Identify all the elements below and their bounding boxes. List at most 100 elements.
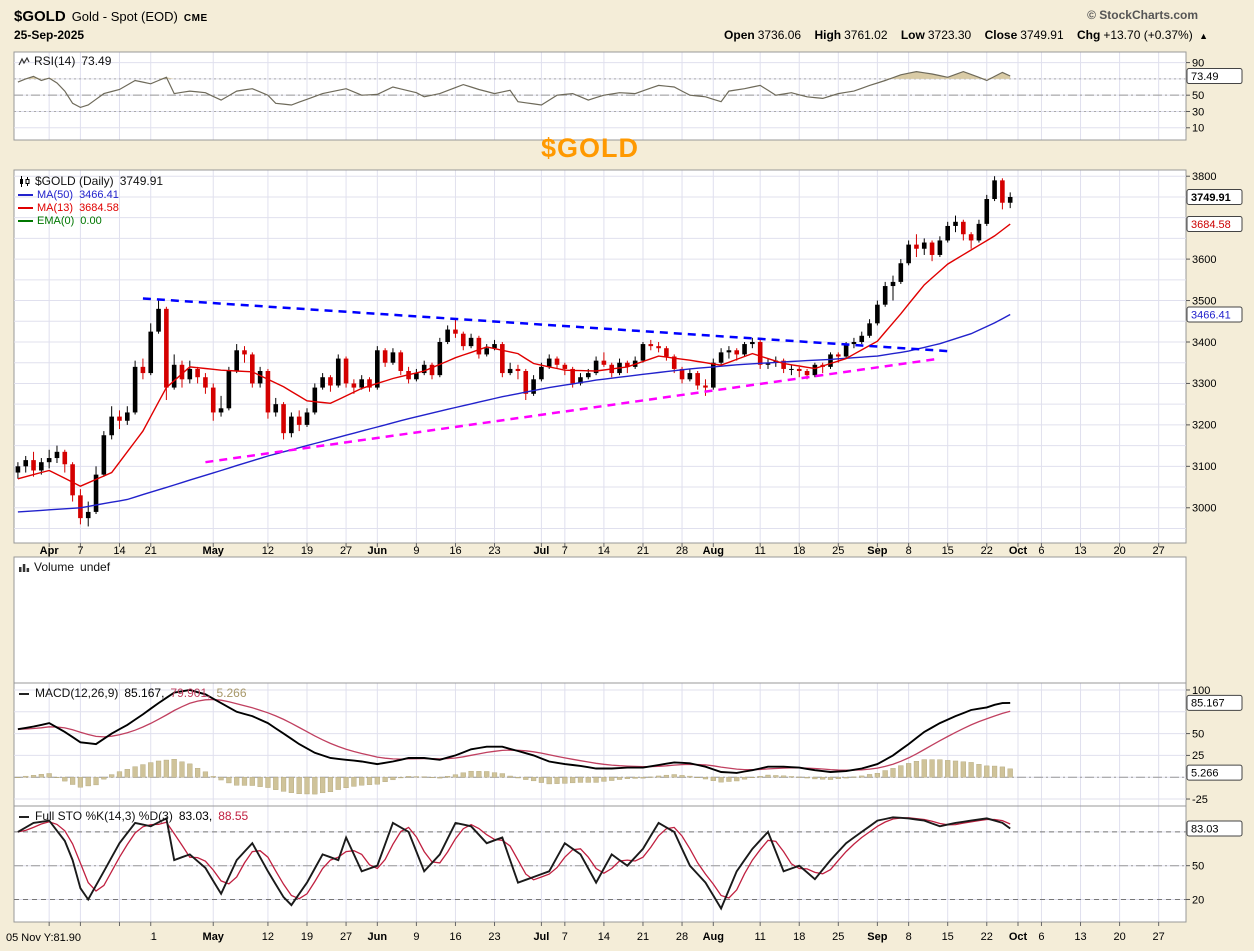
volume-legend: Volume undef: [18, 560, 110, 574]
macd-histogram-bar: [343, 777, 349, 789]
candle-body: [750, 341, 755, 345]
x-axis-label: Jul: [533, 545, 549, 557]
macd-histogram-bar: [93, 777, 99, 786]
value-label-box: [1186, 68, 1243, 85]
x-axis-label: Oct: [1009, 545, 1028, 557]
macd-histogram-bar: [280, 777, 287, 792]
macd-histogram-bar: [437, 777, 443, 779]
candle-body: [132, 366, 138, 413]
trendline: [142, 297, 948, 353]
rsi-line: [17, 70, 1011, 109]
bar-chart-icon: [18, 562, 30, 573]
candle-body: [648, 344, 654, 347]
macd-histogram-bar: [234, 777, 240, 786]
macd-histogram-bar: [898, 765, 904, 778]
candle-body: [195, 368, 200, 378]
candle-body: [851, 341, 857, 345]
candle-body: [687, 373, 693, 380]
candle-body: [789, 368, 794, 370]
macd-legend-title: MACD(12,26,9): [35, 686, 119, 700]
x-axis-label: 28: [676, 545, 688, 557]
sto-value-1: 83.03,: [178, 809, 213, 823]
candle-body: [718, 352, 724, 363]
ma50-line-swatch: [18, 194, 33, 196]
macd-histogram-bar: [546, 777, 552, 785]
axis-label: 50: [1192, 728, 1204, 740]
candle-body: [961, 221, 966, 235]
macd-histogram-bar: [679, 775, 685, 778]
macd-series: [15, 689, 1013, 795]
macd-histogram-bar: [945, 760, 951, 778]
macd-histogram-bar: [695, 777, 701, 778]
x-axis-label: 22: [981, 545, 993, 557]
candle-body: [335, 358, 341, 386]
sto-legend-title: Full STO %K(14,3) %D(3): [35, 809, 173, 823]
macd-histogram-bar: [921, 759, 927, 778]
candle-body: [179, 364, 185, 380]
value-label-box: [1186, 216, 1243, 233]
candle-body: [757, 341, 763, 365]
candle-body: [539, 366, 544, 380]
candle-body: [414, 373, 419, 380]
macd-histogram-bar: [195, 768, 201, 778]
candle-body: [968, 234, 974, 241]
candle-body: [226, 371, 232, 409]
candle-body: [218, 408, 224, 413]
candle-body: [460, 333, 466, 347]
macd-histogram-bar: [148, 762, 154, 778]
candle-body: [398, 352, 404, 372]
candle-body: [843, 344, 849, 357]
candle-body: [492, 344, 497, 349]
macd-histogram-bar: [781, 775, 787, 778]
x-axis-label-bottom: 27: [340, 931, 352, 943]
x-axis-label-bottom: Sep: [867, 931, 887, 943]
candle-body: [421, 364, 427, 374]
volume-legend-title: Volume: [34, 560, 75, 574]
candle-body: [500, 344, 505, 374]
candle-body: [929, 242, 935, 255]
candlestick-icon: [18, 175, 31, 188]
macd-histogram-bar: [718, 777, 724, 783]
x-axis-label: Sep: [867, 545, 887, 557]
price-ma50-legend: MA(50) 3466.41: [18, 189, 119, 201]
candle-body: [671, 356, 677, 369]
axis-label: 100: [1192, 685, 1210, 697]
x-axis-label-bottom: Jul: [533, 931, 549, 943]
ma-line-MA(13): [17, 223, 1011, 487]
x-axis-label: 14: [113, 545, 125, 557]
candle-body: [281, 404, 286, 434]
rsi-legend-value: 73.49: [81, 54, 112, 68]
x-axis-labels: AprApr7714142121MayMay121219192727JunJun…: [40, 543, 1165, 943]
candle-body: [695, 373, 700, 386]
chart-header-title: $GOLD Gold - Spot (EOD) CME: [14, 8, 208, 26]
macd-histogram-bar: [906, 763, 912, 778]
value-label-box: [1186, 764, 1243, 781]
line-chart-icon: [18, 56, 30, 67]
x-axis-label-bottom: 14: [598, 931, 610, 943]
value-label-box: [1186, 306, 1243, 323]
candles-layer: [15, 176, 1013, 527]
value-label-box: [1186, 694, 1243, 711]
sto-legend: Full STO %K(14,3) %D(3) 83.03, 88.55: [18, 809, 248, 823]
candle-body: [656, 346, 661, 349]
candle-body: [210, 387, 216, 413]
macd-histogram-bar: [663, 774, 670, 778]
macd-histogram-bar: [468, 770, 474, 778]
macd-histogram-bar: [187, 763, 193, 778]
chg-label: Chg: [1077, 28, 1101, 42]
macd-histogram-bar: [788, 776, 795, 778]
macd-histogram-bar: [874, 773, 880, 778]
x-axis-label: 14: [598, 545, 610, 557]
candle-body: [304, 412, 310, 425]
candle-body: [78, 495, 83, 519]
candle-body: [39, 462, 44, 471]
x-axis-label-bottom: 25: [832, 931, 844, 943]
macd-histogram-bar: [890, 768, 896, 778]
macd-histogram-bar: [85, 777, 91, 787]
price-legend: $GOLD (Daily) 3749.91: [18, 174, 163, 188]
macd-histogram-bar: [632, 777, 638, 779]
candle-body: [312, 387, 318, 413]
x-axis-label-bottom: 28: [676, 931, 688, 943]
candle-body: [296, 416, 302, 425]
x-axis-label-bottom: 8: [906, 931, 912, 943]
